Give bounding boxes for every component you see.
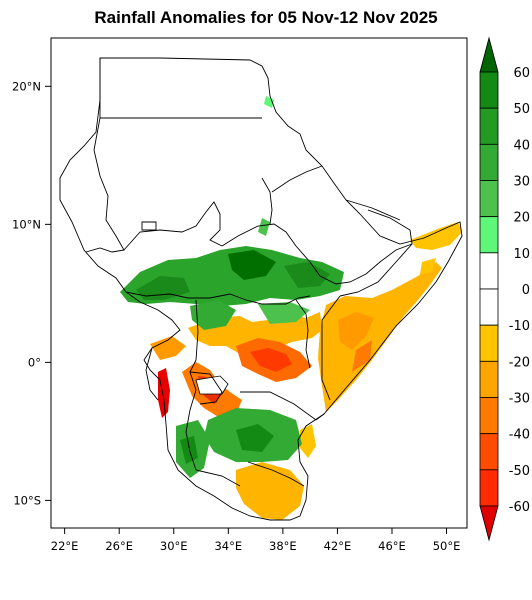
colorbar-label: 60 [513,66,530,81]
wet-area-drc-north [190,300,236,330]
dry-area-horn-patch [420,258,436,274]
colorbar-label: -60 [509,500,530,515]
colorbar-label: -10 [509,319,530,334]
colorbar-label: 50 [513,102,530,117]
colorbar-label: -20 [509,355,530,370]
dry-area-somalia-core [338,312,374,350]
dry-area-coast-tanzania [300,424,316,458]
y-tick-label: 0° [28,355,41,369]
wet-area-small [258,218,270,236]
colorbar-segment [479,288,499,326]
wet-area-car [136,276,190,300]
colorbar-segment [479,360,499,398]
dry-area-somalia-inner [352,340,372,372]
colorbar-segment [479,252,499,290]
colorbar-segment [479,397,499,435]
dry-anomaly-areas [150,222,462,520]
x-tick-label: 30°E [160,539,188,553]
colorbar-segment [479,433,499,471]
x-tick-label: 26°E [105,539,133,553]
dry-area-horn-tip [410,222,462,250]
colorbar-segment [479,216,499,254]
country-borders [59,57,463,521]
colorbar-segment [479,324,499,362]
colorbar: 60 50 40 30 20 10 0 -10 -20 -30 -40 -50 -60 [479,36,530,542]
colorbar-segment [479,143,499,181]
wet-area-uganda [258,302,310,324]
wet-area-drc-south-core [180,436,198,464]
x-tick-label: 38°E [269,539,297,553]
colorbar-top-arrow [479,36,499,73]
x-tick-label: 42°E [324,539,352,553]
colorbar-label: -50 [509,464,530,479]
colorbar-label: 30 [513,175,530,190]
colorbar-label: -30 [509,392,530,407]
y-tick-label: 20°N [12,79,41,93]
y-axis: 20°N 10°N 0° 10°S [12,79,51,507]
colorbar-label: 40 [513,138,530,153]
x-tick-label: 46°E [378,539,406,553]
map-title: Rainfall Anomalies for 05 Nov-12 Nov 202… [94,8,438,27]
colorbar-segment [479,107,499,145]
x-tick-label: 34°E [214,539,242,553]
y-tick-label: 10°N [12,217,41,231]
x-tick-label: 50°E [433,539,461,553]
colorbar-label: 0 [522,283,530,298]
wet-anomaly-areas [120,96,344,478]
dry-area-west [150,336,186,360]
dry-area-western-streak [158,368,170,418]
colorbar-label: 10 [513,247,530,262]
colorbar-segment [479,180,499,218]
x-tick-label: 22°E [51,539,79,553]
colorbar-label: -40 [509,428,530,443]
y-tick-label: 10°S [13,493,41,507]
wet-area-south-sudan-core [228,250,276,280]
colorbar-label: 20 [513,211,530,226]
dry-area-lake-victoria-core [250,348,292,372]
wet-area-ethiopia-west [284,262,330,288]
wet-area-tanzania-core [236,424,274,452]
colorbar-segment [479,469,499,507]
dry-area-somalia [318,262,442,412]
colorbar-segment [479,71,499,109]
x-axis: 22°E 26°E 30°E 34°E 38°E 42°E 46°E 50°E [51,528,461,553]
map-content [59,57,463,521]
colorbar-bottom-arrow [479,505,499,542]
